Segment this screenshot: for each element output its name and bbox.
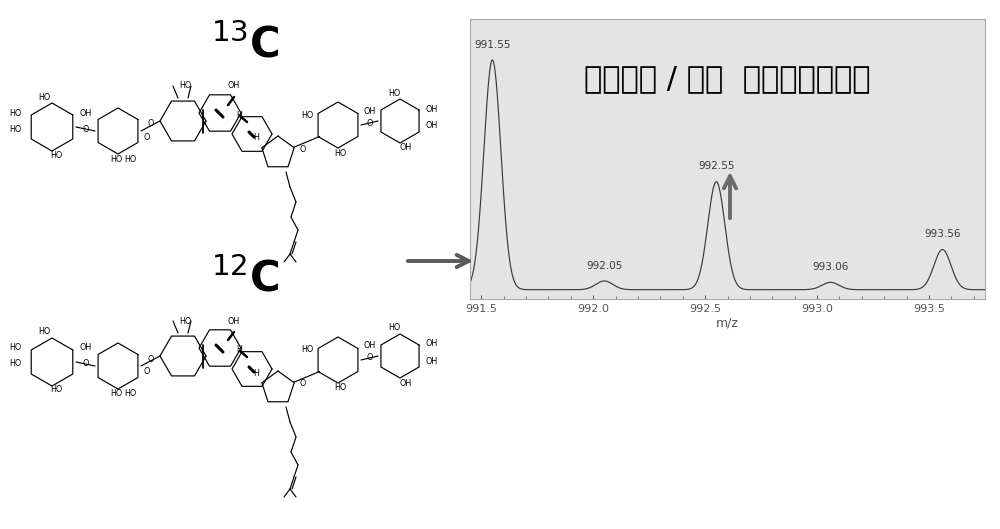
Text: O: O: [144, 132, 150, 141]
Text: H: H: [253, 133, 259, 142]
Text: 林下山参 / 园参  快速区分和鉴定: 林下山参 / 园参 快速区分和鉴定: [584, 65, 870, 94]
Text: HO: HO: [10, 108, 22, 117]
Text: HO: HO: [334, 384, 346, 393]
Text: OH: OH: [425, 357, 437, 366]
Text: HO: HO: [388, 88, 400, 97]
Text: OH: OH: [228, 81, 240, 90]
Text: OH: OH: [400, 379, 412, 388]
Text: OH: OH: [425, 105, 437, 114]
Text: $^{12}$C: $^{12}$C: [211, 259, 279, 301]
Text: OH: OH: [363, 106, 375, 115]
X-axis label: m/z: m/z: [716, 316, 739, 330]
Text: O: O: [147, 120, 154, 129]
Text: 992.05: 992.05: [586, 261, 623, 271]
Text: O: O: [366, 118, 373, 127]
Text: H: H: [236, 111, 242, 120]
Text: OH: OH: [425, 340, 437, 349]
Text: $^{13}$C: $^{13}$C: [211, 23, 279, 66]
Text: HO: HO: [38, 327, 50, 336]
Text: HO: HO: [110, 154, 122, 163]
Text: HO: HO: [10, 360, 22, 369]
Text: O: O: [144, 368, 150, 377]
Text: 993.06: 993.06: [812, 262, 849, 272]
Text: HO: HO: [179, 316, 191, 325]
Text: HO: HO: [50, 150, 62, 160]
Text: O: O: [147, 354, 154, 363]
Text: OH: OH: [80, 108, 92, 117]
Text: OH: OH: [228, 316, 240, 325]
Text: O: O: [300, 144, 306, 153]
Text: H: H: [253, 369, 259, 378]
Text: HO: HO: [179, 81, 191, 90]
Text: OH: OH: [80, 343, 92, 352]
Text: HO: HO: [110, 389, 122, 398]
Text: OH: OH: [425, 122, 437, 131]
Text: 992.55: 992.55: [698, 161, 735, 171]
Text: HO: HO: [38, 93, 50, 102]
Text: OH: OH: [400, 143, 412, 152]
Text: HO: HO: [10, 343, 22, 352]
Text: O: O: [82, 360, 89, 369]
Text: O: O: [82, 124, 89, 133]
Text: 993.56: 993.56: [924, 229, 961, 239]
Text: O: O: [366, 353, 373, 362]
Text: HO: HO: [124, 154, 136, 163]
Text: H: H: [236, 345, 242, 354]
Text: HO: HO: [124, 389, 136, 398]
Text: HO: HO: [334, 149, 346, 158]
Text: 991.55: 991.55: [474, 40, 511, 50]
Text: HO: HO: [388, 324, 400, 333]
Text: HO: HO: [301, 345, 313, 354]
Text: HO: HO: [50, 386, 62, 395]
Text: HO: HO: [301, 111, 313, 120]
Text: HO: HO: [10, 124, 22, 133]
Text: OH: OH: [363, 342, 375, 351]
Text: O: O: [300, 379, 306, 388]
